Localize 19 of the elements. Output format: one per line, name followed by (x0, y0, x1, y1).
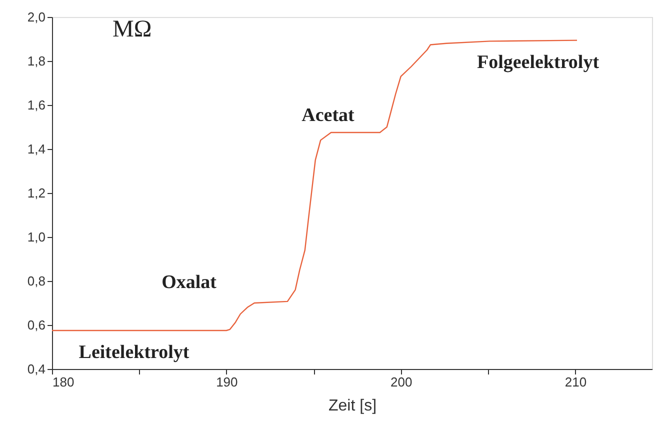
x-tick-label: 210 (564, 374, 587, 390)
x-tick-label: 200 (390, 374, 412, 390)
x-axis-title: Zeit [s] (328, 398, 377, 414)
y-tick-label: 0,6 (27, 318, 46, 332)
annotation: Folgeelektrolyt (476, 52, 600, 73)
y-tick-label: 1,2 (27, 186, 46, 200)
annotation: Leitelektrolyt (78, 342, 190, 363)
y-axis-title: MΩ (112, 16, 152, 42)
x-tick-label: 190 (216, 374, 238, 390)
annotation: Oxalat (162, 272, 218, 293)
y-tick-label: 1,6 (27, 98, 46, 112)
y-tick-label: 0,4 (27, 362, 46, 376)
y-tick-label: 1,8 (27, 54, 46, 68)
y-tick-label: 2,0 (27, 10, 46, 24)
y-tick-label: 0,8 (27, 274, 46, 288)
y-tick-label: 1,0 (27, 230, 46, 244)
annotation: Acetat (302, 105, 356, 126)
y-tick-label: 1,4 (27, 142, 46, 156)
x-tick-label: 180 (52, 374, 74, 390)
